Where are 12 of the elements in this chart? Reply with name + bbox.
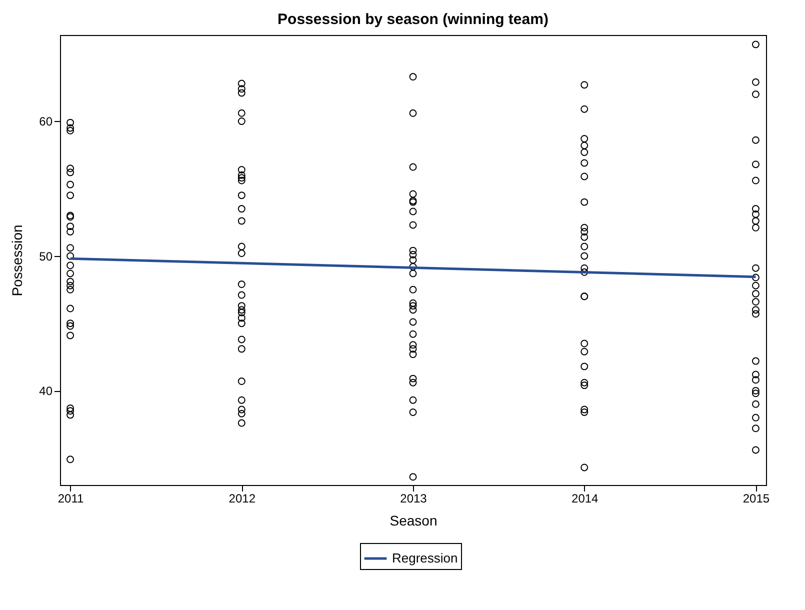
y-tick-label: 50 bbox=[39, 249, 53, 264]
chart-title: Possession by season (winning team) bbox=[278, 11, 548, 28]
y-axis-title: Possession bbox=[9, 224, 26, 296]
y-tick-label: 60 bbox=[39, 114, 53, 129]
x-axis-title: Season bbox=[390, 512, 438, 528]
x-tick-label: 2011 bbox=[58, 492, 84, 506]
x-tick-label: 2014 bbox=[572, 492, 599, 506]
y-tick-label: 40 bbox=[39, 384, 53, 398]
x-tick-label: 2012 bbox=[228, 492, 256, 506]
legend-label: Regression bbox=[392, 550, 458, 566]
x-tick-label: 2015 bbox=[742, 492, 770, 506]
x-tick-label: 2013 bbox=[400, 492, 428, 506]
